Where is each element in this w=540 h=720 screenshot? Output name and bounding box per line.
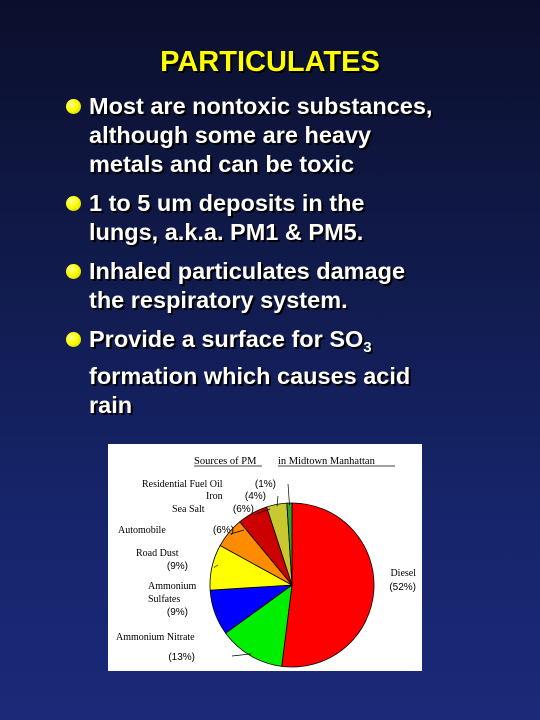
leader-line — [287, 483, 290, 506]
bullet-dot-icon — [66, 99, 81, 114]
slide-title: PARTICULATES — [160, 46, 380, 78]
slice-label-value: (1%) — [255, 479, 276, 490]
slice-label-name: Diesel — [390, 568, 416, 579]
slice-label-name: Sulfates — [148, 594, 180, 605]
bullet-line: formation which causes acid — [89, 363, 411, 389]
bullet-line: Inhaled particulates damage — [89, 258, 406, 284]
slice-label-name: Ammonium — [148, 581, 197, 592]
slice-label-value: (13%) — [168, 652, 195, 663]
slice-label-name: Road Dust — [136, 548, 179, 559]
bullet-text: Provide a surface for SO — [89, 326, 364, 352]
slice-label-value: (9%) — [167, 561, 188, 572]
bullet-line: Most are nontoxic substances, — [89, 93, 433, 119]
bullet-line: 1 to 5 um deposits in the — [89, 190, 365, 216]
slice-label-name: Residential Fuel Oil — [142, 479, 223, 490]
leader-line — [213, 564, 219, 568]
bullet-line: lungs, a.k.a. PM1 & PM5. — [89, 219, 364, 245]
pie-chart: Sources of PM in Midtown Manhattan Diese… — [116, 456, 416, 668]
leader-line — [253, 508, 271, 516]
bullet-dot-icon — [66, 196, 81, 211]
slice-label-value: (6%) — [233, 504, 254, 515]
bullet-line: the respiratory system. — [89, 287, 348, 313]
leader-line — [216, 610, 219, 613]
slice-label-name: Sea Salt — [172, 504, 205, 515]
bullet-item: 1 to 5 um deposits in the lungs, a.k.a. … — [64, 189, 524, 247]
slice-label-value: (9%) — [167, 607, 188, 618]
leader-line — [231, 653, 252, 657]
slice-label-name: Iron — [206, 491, 223, 502]
pie-slice-diesel — [281, 502, 375, 668]
bullet-dot-icon — [66, 264, 81, 279]
chart-title-part1: Sources of PM — [194, 456, 257, 467]
pie-slices — [209, 502, 375, 668]
slice-label-name: Ammonium Nitrate — [116, 632, 195, 643]
chart-title-part2: in Midtown Manhattan — [278, 456, 376, 467]
bullet-line: rain — [89, 392, 133, 418]
bullet-line: metals and can be toxic — [89, 151, 355, 177]
slice-label-value: (52%) — [389, 582, 416, 593]
bullet-item: Inhaled particulates damage the respirat… — [64, 257, 524, 315]
bullet-dot-icon — [66, 332, 81, 347]
leader-line — [230, 529, 245, 535]
bullet-item: Most are nontoxic substances, although s… — [64, 92, 524, 179]
bullet-list: Most are nontoxic substances, although s… — [64, 92, 524, 430]
leader-line — [276, 495, 279, 507]
subscript: 3 — [363, 339, 372, 356]
bullet-line: although some are heavy — [89, 122, 372, 148]
slice-label-value: (6%) — [213, 525, 234, 536]
slice-label-name: Automobile — [118, 525, 166, 536]
bullet-item: Provide a surface for SO3 formation whic… — [64, 325, 524, 420]
pie-chart-panel: Sources of PM in Midtown Manhattan Diese… — [108, 444, 422, 671]
slice-label-value: (4%) — [245, 491, 266, 502]
slice-labels: Diesel (52%) Ammonium Nitrate (13%) Ammonium… — [116, 479, 416, 663]
leader-lines — [213, 483, 290, 657]
bullet-line: Provide a surface for SO3 — [89, 325, 524, 362]
pie-slice-ammonium-nitrate — [225, 584, 293, 667]
